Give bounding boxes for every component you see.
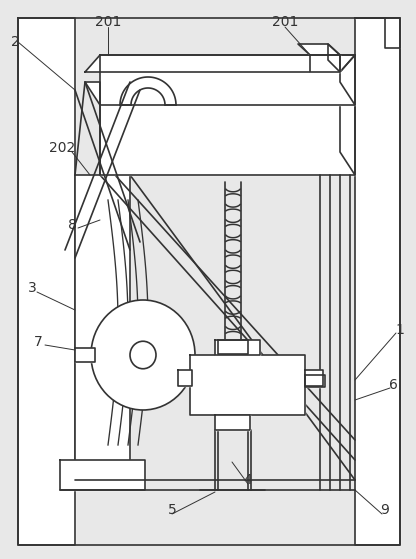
Polygon shape xyxy=(178,370,192,386)
Polygon shape xyxy=(218,340,248,354)
Polygon shape xyxy=(355,18,400,48)
Polygon shape xyxy=(310,55,340,72)
Text: 202: 202 xyxy=(49,141,75,155)
Text: 6: 6 xyxy=(389,378,397,392)
Text: 5: 5 xyxy=(168,503,176,517)
Polygon shape xyxy=(340,82,355,175)
Polygon shape xyxy=(75,175,130,480)
Polygon shape xyxy=(85,55,355,72)
Polygon shape xyxy=(18,18,75,545)
Polygon shape xyxy=(305,370,323,386)
Polygon shape xyxy=(298,44,340,55)
Text: 1: 1 xyxy=(396,323,404,337)
Polygon shape xyxy=(215,340,260,355)
Text: 7: 7 xyxy=(34,335,42,349)
Polygon shape xyxy=(190,355,305,415)
Polygon shape xyxy=(60,460,145,490)
Polygon shape xyxy=(305,375,325,387)
Ellipse shape xyxy=(91,300,195,410)
Polygon shape xyxy=(85,82,355,105)
Polygon shape xyxy=(340,55,355,105)
Polygon shape xyxy=(328,44,340,72)
Polygon shape xyxy=(355,18,400,545)
Ellipse shape xyxy=(130,341,156,369)
Polygon shape xyxy=(215,415,250,430)
Text: 8: 8 xyxy=(67,218,77,232)
Text: 9: 9 xyxy=(381,503,389,517)
Polygon shape xyxy=(100,55,355,105)
Text: 201: 201 xyxy=(272,15,298,29)
Text: 4: 4 xyxy=(244,473,253,487)
Text: 3: 3 xyxy=(27,281,36,295)
Text: 2: 2 xyxy=(11,35,20,49)
Polygon shape xyxy=(75,348,95,362)
Text: 201: 201 xyxy=(95,15,121,29)
Polygon shape xyxy=(100,105,355,175)
